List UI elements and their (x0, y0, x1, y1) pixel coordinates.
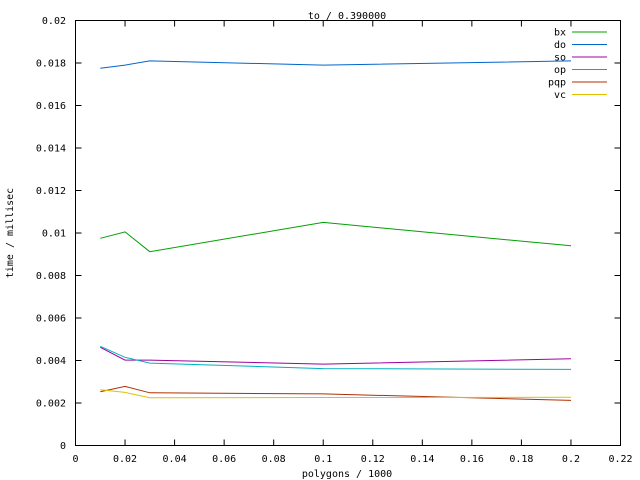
x-tick-label: 0.06 (212, 454, 236, 465)
series-layer (100, 60, 572, 401)
y-tick-label: 0.012 (36, 186, 66, 197)
y-tick-label: 0.018 (36, 59, 66, 70)
x-tick-label: 0.14 (410, 454, 434, 465)
x-tick-label: 0.12 (361, 454, 385, 465)
x-tick-label: 0.2 (562, 454, 580, 465)
legend-label: vc (554, 90, 566, 101)
y-tick-label: 0.004 (36, 356, 66, 367)
x-tick-label: 0.08 (262, 454, 286, 465)
series-line-so (100, 346, 572, 365)
y-tick-label: 0 (60, 441, 66, 452)
y-tick-label: 0.016 (36, 101, 66, 112)
x-tick-label: 0.04 (163, 454, 187, 465)
plot-frame (75, 20, 621, 446)
y-tick-label: 0.006 (36, 314, 66, 325)
series-line-op (100, 345, 572, 370)
x-tick-label: 0 (72, 454, 78, 465)
x-axis-label: polygons / 1000 (302, 469, 392, 480)
series-line-vc (100, 389, 572, 399)
x-tick-label: 0.02 (113, 454, 137, 465)
y-tick-label: 0.014 (36, 144, 66, 155)
x-axis: 0 0.02 0.04 0.06 0.08 0.1 0.12 0.14 0.16 0.18 0.2 0… (72, 20, 633, 465)
y-axis-label: time / millisec (5, 188, 16, 278)
x-tick-label: 0.18 (509, 454, 533, 465)
series-line-bx (100, 221, 572, 253)
chart-title: to / 0.390000 (308, 11, 386, 22)
legend-label: pqp (548, 78, 566, 89)
y-tick-label: 0.008 (36, 271, 66, 282)
x-tick-label: 0.22 (608, 454, 632, 465)
y-tick-label: 0.02 (42, 16, 66, 27)
series-line-pqp (100, 385, 572, 401)
y-tick-label: 0.002 (36, 399, 66, 410)
series-line-do (100, 60, 572, 69)
legend-label: so (554, 53, 566, 64)
y-axis: 0 0.002 0.004 0.006 0.008 0.01 0.012 0.014 0.016… (36, 16, 621, 452)
legend-label: op (554, 65, 566, 76)
legend-label: do (554, 40, 566, 51)
legend-label: bx (554, 28, 566, 39)
x-tick-label: 0.1 (314, 454, 332, 465)
x-tick-label: 0.16 (460, 454, 484, 465)
y-tick-label: 0.01 (42, 229, 66, 240)
